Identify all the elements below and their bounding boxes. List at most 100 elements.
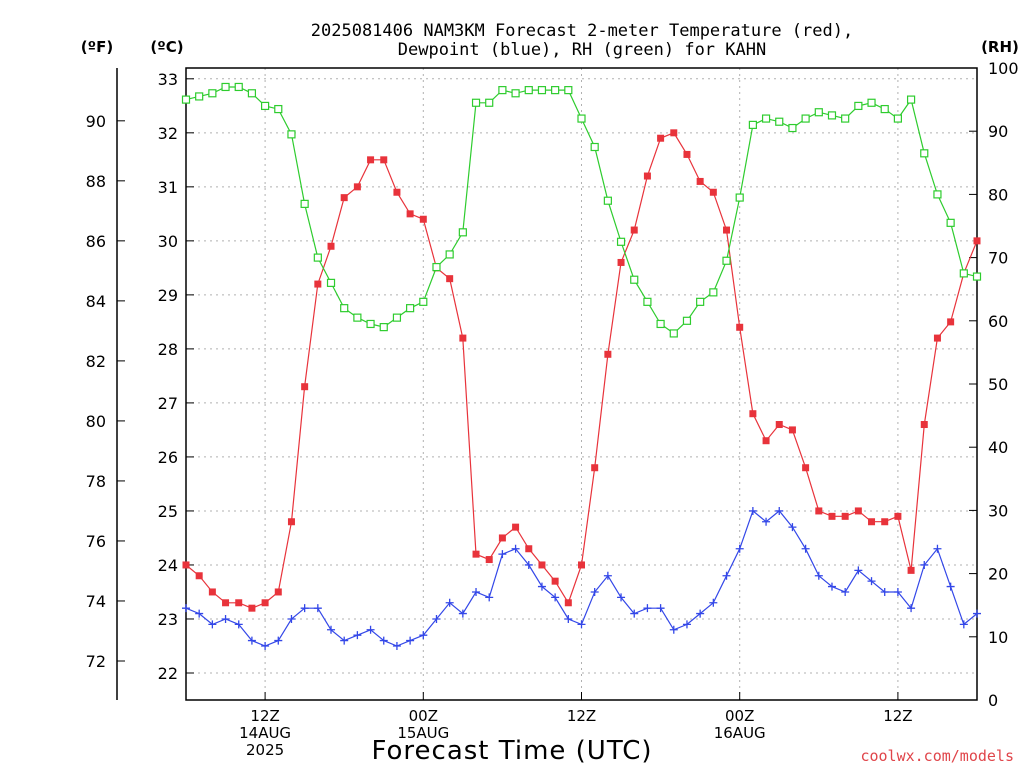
temperature-point [973, 237, 981, 245]
dewpoint-point [432, 614, 441, 623]
rh-tick-label: 10 [988, 628, 1008, 647]
dewpoint-point [247, 636, 256, 645]
rh-point [524, 86, 533, 95]
rh-tick-label: 20 [988, 565, 1008, 584]
temperature-point [591, 464, 599, 472]
temperature-point [749, 410, 757, 418]
dewpoint-point [221, 614, 230, 623]
rh-point [511, 89, 520, 98]
rh-point [920, 149, 929, 158]
dewpoint-point [696, 609, 705, 618]
dewpoint-point [880, 587, 889, 596]
temperature-point [538, 561, 546, 569]
fahrenheit-tick-label: 78 [86, 472, 106, 491]
temperature-point [696, 177, 704, 185]
temperature-point [828, 512, 836, 520]
rh-point [590, 142, 599, 152]
dewpoint-point [814, 571, 823, 580]
x-axis-label: Forecast Time (UTC) [371, 736, 652, 766]
rh-point [972, 272, 982, 281]
dewpoint-point [327, 625, 336, 634]
temperature-point [709, 188, 717, 196]
dewpoint-point [419, 631, 428, 640]
rh-point [906, 95, 916, 104]
fahrenheit-unit-label: (ºF) [81, 38, 113, 56]
credit-text: coolwx.com/models [860, 747, 1014, 765]
celsius-tick-label: 30 [158, 232, 178, 251]
temperature-point [775, 421, 783, 429]
temperature-point [736, 323, 744, 331]
dewpoint-point [973, 609, 981, 618]
temperature-point [894, 512, 902, 520]
dewpoint-point [392, 641, 401, 650]
dewpoint-point [524, 560, 533, 569]
rh-tick-label: 80 [988, 185, 1008, 204]
celsius-unit-label: (ºC) [150, 38, 183, 56]
rh-point [406, 304, 415, 313]
dewpoint-point [234, 620, 243, 629]
x-tick-label: 12Z [250, 707, 279, 725]
temperature-point [881, 518, 889, 526]
rh-point [577, 114, 586, 123]
temperature-point [657, 134, 665, 142]
rh-point [300, 199, 309, 208]
rh-point [195, 92, 204, 101]
dewpoint-point [762, 517, 771, 526]
temperature-point [841, 512, 849, 520]
celsius-tick-label: 27 [158, 394, 178, 413]
celsius-tick-label: 31 [158, 178, 178, 197]
x-tick-label: 2025 [246, 741, 284, 759]
series-lines [181, 82, 982, 650]
rh-tick-label: 30 [988, 501, 1008, 520]
dewpoint-point [617, 593, 626, 602]
dewpoint-point [735, 544, 744, 553]
rh-point [340, 304, 349, 313]
temperature-point [525, 545, 533, 553]
dewpoint-point [406, 636, 415, 645]
fahrenheit-tick-label: 72 [86, 652, 106, 671]
rh-point [287, 130, 296, 139]
dewpoint-point [472, 587, 481, 596]
dewpoint-point [841, 587, 850, 596]
rh-point [471, 98, 481, 107]
temperature-point [248, 604, 256, 612]
temperature-point [683, 150, 691, 158]
x-tick-label: 14AUG [239, 724, 291, 742]
dewpoint-point [366, 625, 375, 634]
dewpoint-point [498, 550, 507, 559]
rh-tick-label: 60 [988, 312, 1008, 331]
temperature-point [208, 588, 216, 596]
dewpoint-point [274, 636, 283, 645]
rh-point [775, 117, 784, 126]
dewpoint-point [682, 620, 691, 629]
dewpoint-point [300, 604, 309, 613]
dewpoint-point [775, 506, 784, 515]
temperature-point [472, 550, 480, 558]
rh-point [419, 297, 428, 306]
temperature-point [327, 242, 335, 250]
rh-point [854, 101, 863, 111]
rh-tick-label: 0 [988, 691, 998, 710]
rh-point [274, 104, 283, 114]
temperature-point [274, 588, 282, 596]
rh-point [933, 190, 942, 199]
dewpoint-point [722, 571, 731, 580]
rh-point [353, 313, 362, 322]
temperature-point [485, 556, 493, 564]
dewpoint-point [748, 506, 757, 515]
temperature-point [947, 318, 955, 326]
rh-point [788, 123, 797, 133]
celsius-tick-label: 24 [158, 556, 178, 575]
rh-point [630, 275, 639, 284]
dewpoint-point [590, 587, 599, 596]
temperature-point [512, 523, 520, 531]
temperature-point [643, 172, 651, 180]
dewpoint-point [287, 614, 296, 623]
rh-point [827, 111, 837, 120]
temperature-point [195, 572, 203, 580]
temperature-point [868, 518, 876, 526]
temperature-point [578, 561, 585, 569]
chart-title-line2: Dewpoint (blue), RH (green) for KAHN [398, 40, 766, 60]
dewpoint-point [511, 544, 520, 553]
dewpoint-point [788, 523, 797, 532]
